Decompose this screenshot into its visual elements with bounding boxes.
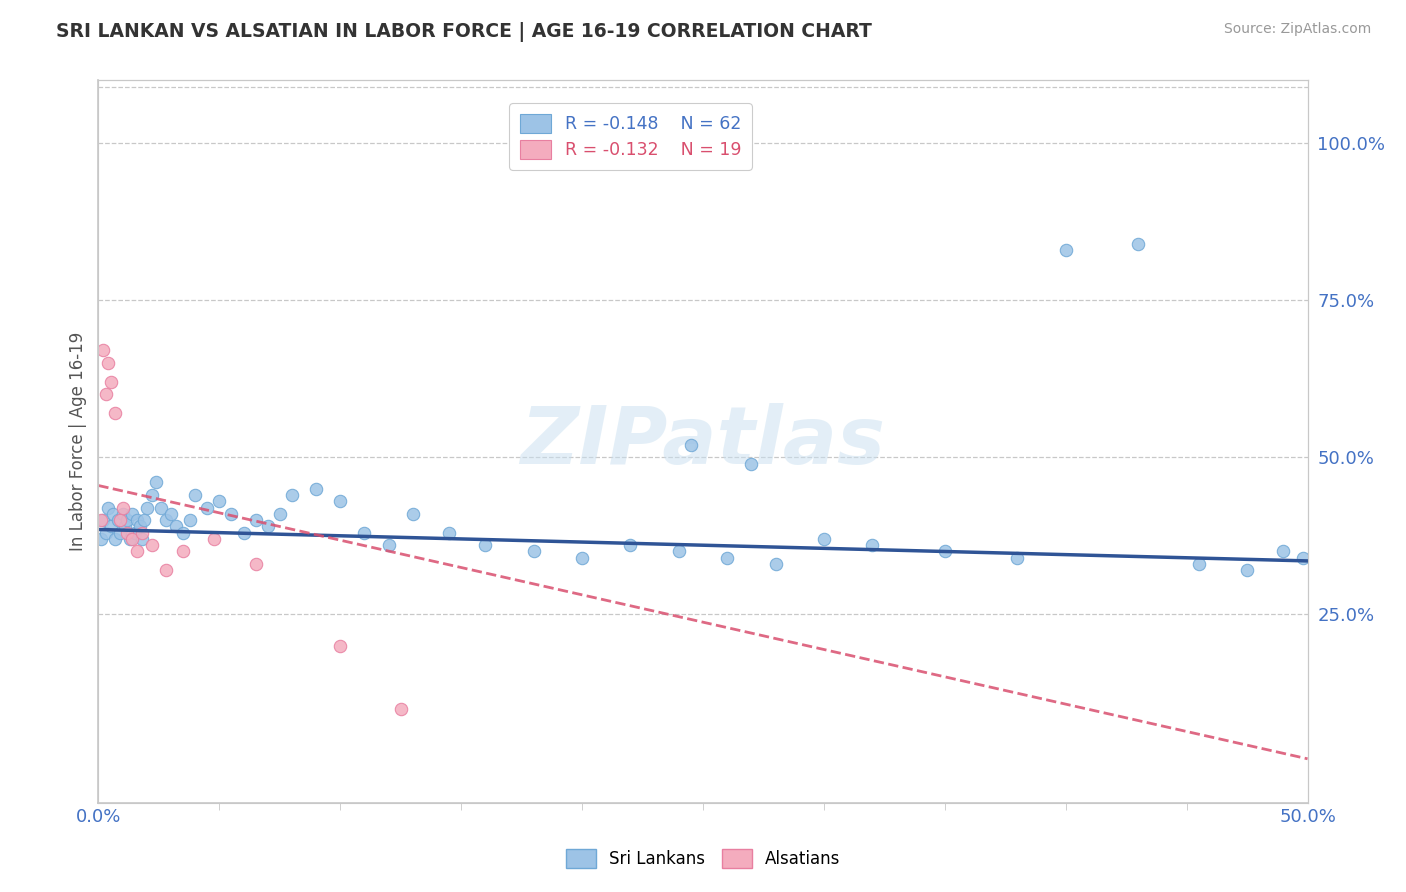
Point xyxy=(571,550,593,565)
Point xyxy=(813,532,835,546)
Legend: R = -0.148    N = 62, R = -0.132    N = 19: R = -0.148 N = 62, R = -0.132 N = 19 xyxy=(509,103,752,169)
Point xyxy=(934,544,956,558)
Point xyxy=(172,544,194,558)
Point xyxy=(172,525,194,540)
Point xyxy=(127,513,149,527)
Point xyxy=(97,356,120,370)
Point xyxy=(1007,550,1029,565)
Point xyxy=(104,532,127,546)
Point xyxy=(1272,544,1295,558)
Y-axis label: In Labor Force | Age 16-19: In Labor Force | Age 16-19 xyxy=(69,332,87,551)
Point xyxy=(101,507,124,521)
Point xyxy=(134,513,156,527)
Point xyxy=(716,550,738,565)
Point xyxy=(160,507,183,521)
Point xyxy=(128,519,150,533)
Point xyxy=(269,507,291,521)
Text: ZIPatlas: ZIPatlas xyxy=(520,402,886,481)
Point xyxy=(245,513,267,527)
Point xyxy=(117,513,139,527)
Point xyxy=(204,532,226,546)
Point xyxy=(1128,236,1150,251)
Point xyxy=(860,538,883,552)
Point xyxy=(108,525,131,540)
Point xyxy=(117,525,139,540)
Point xyxy=(474,538,496,552)
Point xyxy=(1054,243,1077,257)
Point xyxy=(121,532,143,546)
Point xyxy=(141,488,163,502)
Point xyxy=(111,500,134,515)
Point xyxy=(668,544,690,558)
Point xyxy=(1236,563,1258,577)
Point xyxy=(1188,557,1211,571)
Point xyxy=(107,513,129,527)
Point xyxy=(155,513,177,527)
Point xyxy=(619,538,641,552)
Point xyxy=(1292,550,1315,565)
Point xyxy=(90,513,112,527)
Point xyxy=(150,500,173,515)
Point xyxy=(94,387,117,401)
Point xyxy=(124,525,146,540)
Point xyxy=(437,525,460,540)
Point xyxy=(740,457,762,471)
Point xyxy=(141,538,163,552)
Point xyxy=(402,507,425,521)
Point xyxy=(329,494,352,508)
Point xyxy=(135,500,157,515)
Point xyxy=(389,701,412,715)
Point xyxy=(195,500,218,515)
Point xyxy=(91,513,114,527)
Point xyxy=(221,507,243,521)
Point xyxy=(108,513,131,527)
Point xyxy=(100,375,122,389)
Point xyxy=(111,507,134,521)
Point xyxy=(91,343,114,358)
Point xyxy=(104,406,127,420)
Point xyxy=(353,525,375,540)
Point xyxy=(679,438,702,452)
Point xyxy=(127,544,149,558)
Point xyxy=(90,532,112,546)
Point xyxy=(97,500,120,515)
Point xyxy=(232,525,254,540)
Point xyxy=(114,519,136,533)
Point xyxy=(184,488,207,502)
Point xyxy=(281,488,304,502)
Point xyxy=(131,525,153,540)
Point xyxy=(256,519,278,533)
Point xyxy=(208,494,231,508)
Point xyxy=(131,532,153,546)
Text: Source: ZipAtlas.com: Source: ZipAtlas.com xyxy=(1223,22,1371,37)
Point xyxy=(165,519,187,533)
Legend: Sri Lankans, Alsatians: Sri Lankans, Alsatians xyxy=(560,843,846,875)
Text: SRI LANKAN VS ALSATIAN IN LABOR FORCE | AGE 16-19 CORRELATION CHART: SRI LANKAN VS ALSATIAN IN LABOR FORCE | … xyxy=(56,22,872,42)
Point xyxy=(765,557,787,571)
Point xyxy=(245,557,267,571)
Point xyxy=(155,563,177,577)
Point xyxy=(179,513,201,527)
Point xyxy=(377,538,399,552)
Point xyxy=(121,507,143,521)
Point xyxy=(145,475,167,490)
Point xyxy=(118,532,141,546)
Point xyxy=(305,482,328,496)
Point xyxy=(329,639,352,653)
Point xyxy=(523,544,546,558)
Point xyxy=(94,525,117,540)
Point xyxy=(100,519,122,533)
